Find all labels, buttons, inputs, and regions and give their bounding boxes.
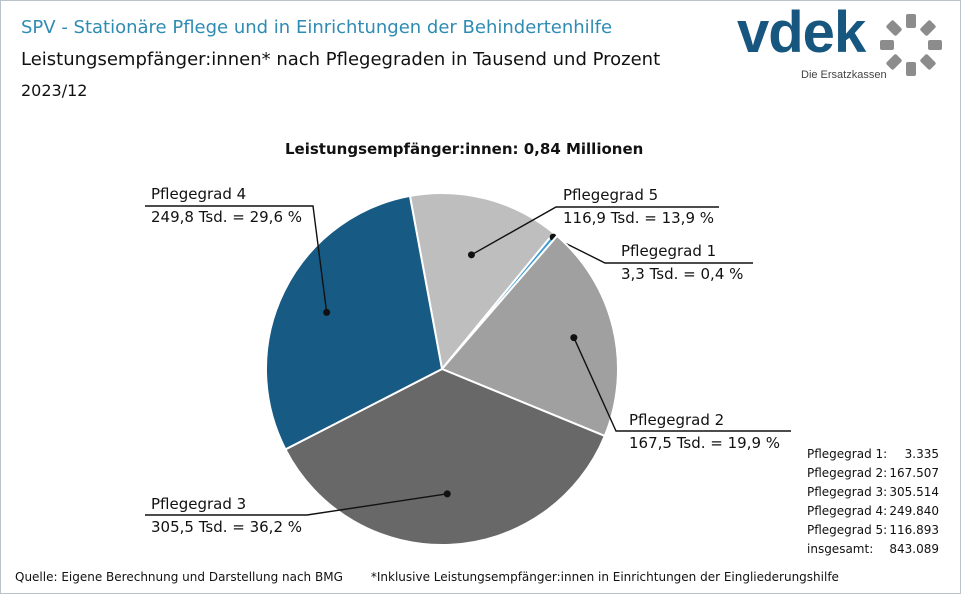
gear-segment [906,14,916,28]
slice-label-name: Pflegegrad 4 [151,185,246,203]
pie-slice-pflegegrad-5 [408,192,556,372]
table-row-label: insgesamt: [807,542,874,556]
gear-segment [880,40,894,50]
slice-label-name: Pflegegrad 3 [151,495,246,513]
slice-label-value: 3,3 Tsd. = 0,4 % [621,265,743,283]
leader-dot [443,490,451,498]
slice-label-value: 305,5 Tsd. = 36,2 % [151,518,302,536]
table-row: Pflegegrad 5: 116.893 [807,521,939,540]
leader-line [573,337,791,432]
leader-line [145,493,448,516]
chart-subtitle: Leistungsempfänger:innen* nach Pflegegra… [21,49,661,70]
table-row-value: 167.507 [889,466,939,480]
gear-segment [920,54,936,70]
gear-segment [906,62,916,76]
footnote: *Inklusive Leistungsempfänger:innen in E… [370,570,839,584]
slice-label-name: Pflegegrad 2 [629,411,724,429]
table-row: Pflegegrad 3: 305.514 [807,483,939,502]
gear-segment [886,20,902,36]
table-row-value: 116.893 [889,523,939,537]
leader-dot [570,334,578,342]
table-row-label: Pflegegrad 5: [807,523,888,537]
leader-line [471,206,719,256]
footer: Quelle: Eigene Berechnung und Darstellun… [15,570,839,584]
gear-segment [928,40,942,50]
slice-label-value: 116,9 Tsd. = 13,9 % [563,209,714,227]
leader-line [145,205,328,313]
leader-dot [467,251,475,259]
table-row-value: 305.514 [889,485,939,499]
pie-slice-pflegegrad-4 [265,194,444,451]
table-row: Pflegegrad 2: 167.507 [807,464,939,483]
slice-label-name: Pflegegrad 1 [621,242,716,260]
table-row-label: Pflegegrad 4: [807,504,888,518]
gear-segment [886,54,902,70]
value-table: Pflegegrad 1: 3.335 Pflegegrad 2: 167.507 … [807,445,939,559]
table-row-value: 843.089 [889,542,939,556]
logo-tagline: Die Ersatzkassen [801,69,887,81]
source-note: Quelle: Eigene Berechnung und Darstellun… [15,570,343,584]
pie-slice-pflegegrad-2 [440,234,619,438]
slice-label-value: 167,5 Tsd. = 19,9 % [629,434,780,452]
logo-wordmark: vdek [737,0,866,65]
chart-period: 2023/12 [21,81,88,100]
vdek-logo: vdek Die Ersatzkassen [737,1,951,87]
table-row: insgesamt: 843.089 [807,540,939,559]
gear-segment [920,20,936,36]
slice-label-name: Pflegegrad 5 [563,186,658,204]
chart-title: SPV - Stationäre Pflege und in Einrichtu… [21,17,613,38]
table-row-value: 249.840 [889,504,939,518]
table-row-label: Pflegegrad 2: [807,466,888,480]
leader-dot [323,308,331,316]
table-row-value: 3.335 [904,447,939,461]
table-row: Pflegegrad 1: 3.335 [807,445,939,464]
table-row-label: Pflegegrad 1: [807,447,888,461]
table-row-label: Pflegegrad 3: [807,485,888,499]
table-row: Pflegegrad 4: 249.840 [807,502,939,521]
slice-label-value: 249,8 Tsd. = 29,6 % [151,208,302,226]
pie-slice-pflegegrad-3 [284,367,607,546]
leader-line [552,236,753,264]
gear-icon [880,14,942,76]
pie-total-label: Leistungsempfänger:innen: 0,84 Millionen [285,140,644,158]
